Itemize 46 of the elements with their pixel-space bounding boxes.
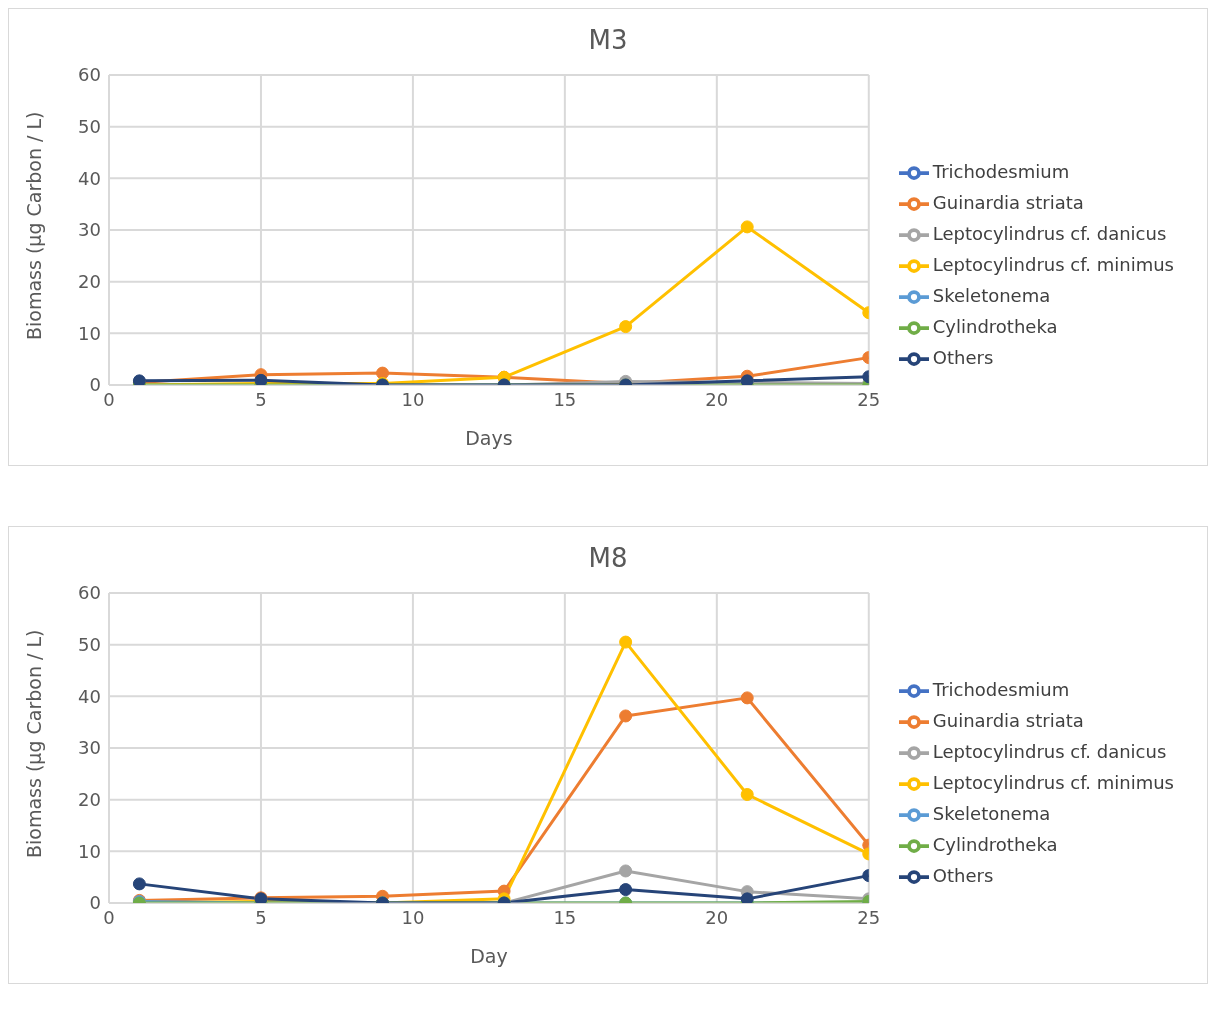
- legend-label: Trichodesmium: [932, 160, 1070, 182]
- y-axis-title: Biomass (µg Carbon / L): [22, 111, 45, 340]
- y-tick-label: 0: [89, 374, 101, 396]
- y-tick-label: 10: [78, 840, 101, 862]
- x-tick-label: 10: [401, 906, 425, 928]
- legend-label: Skeletonema: [932, 284, 1051, 306]
- x-tick-label: 20: [705, 388, 729, 410]
- legend-label: Trichodesmium: [932, 678, 1070, 700]
- x-axis-title: Days: [465, 427, 513, 449]
- y-tick-label: 40: [78, 685, 101, 707]
- x-tick-label: 5: [255, 906, 267, 928]
- y-tick-label: 50: [78, 116, 101, 138]
- x-tick-label: 5: [255, 388, 267, 410]
- x-tick-label: 0: [103, 388, 115, 410]
- y-tick-label: 30: [78, 219, 101, 241]
- y-tick-label: 20: [78, 789, 101, 811]
- x-axis-title: Day: [470, 945, 508, 967]
- legend-label: Leptocylindrus cf. danicus: [932, 740, 1167, 762]
- legend-label: Leptocylindrus cf. minimus: [932, 771, 1174, 793]
- y-axis-title: Biomass (µg Carbon / L): [22, 629, 45, 858]
- x-tick-label: 15: [553, 388, 577, 410]
- y-tick-label: 20: [78, 271, 101, 293]
- legend-label: Guinardia striata: [932, 709, 1084, 731]
- y-tick-label: 10: [78, 322, 101, 344]
- legend-label: Cylindrotheka: [932, 833, 1058, 855]
- y-tick-label: 60: [78, 582, 101, 604]
- legend-label: Leptocylindrus cf. minimus: [932, 253, 1174, 275]
- legend-label: Others: [932, 346, 994, 368]
- legend-label: Leptocylindrus cf. danicus: [932, 222, 1167, 244]
- x-tick-label: 0: [103, 906, 115, 928]
- y-tick-label: 40: [78, 167, 101, 189]
- x-tick-label: 25: [857, 388, 881, 410]
- x-tick-label: 20: [705, 906, 729, 928]
- y-tick-label: 50: [78, 634, 101, 656]
- x-tick-label: 10: [401, 388, 425, 410]
- y-tick-label: 30: [78, 737, 101, 759]
- legend-label: Guinardia striata: [932, 191, 1084, 213]
- legend-label: Cylindrotheka: [932, 315, 1058, 337]
- y-tick-label: 60: [78, 64, 101, 86]
- legend-label: Others: [932, 864, 994, 886]
- x-tick-label: 15: [553, 906, 577, 928]
- chart-title: M8: [587, 542, 629, 575]
- x-tick-label: 25: [857, 906, 881, 928]
- y-tick-label: 0: [89, 892, 101, 914]
- chart-title: M3: [587, 24, 629, 57]
- legend-label: Skeletonema: [932, 802, 1051, 824]
